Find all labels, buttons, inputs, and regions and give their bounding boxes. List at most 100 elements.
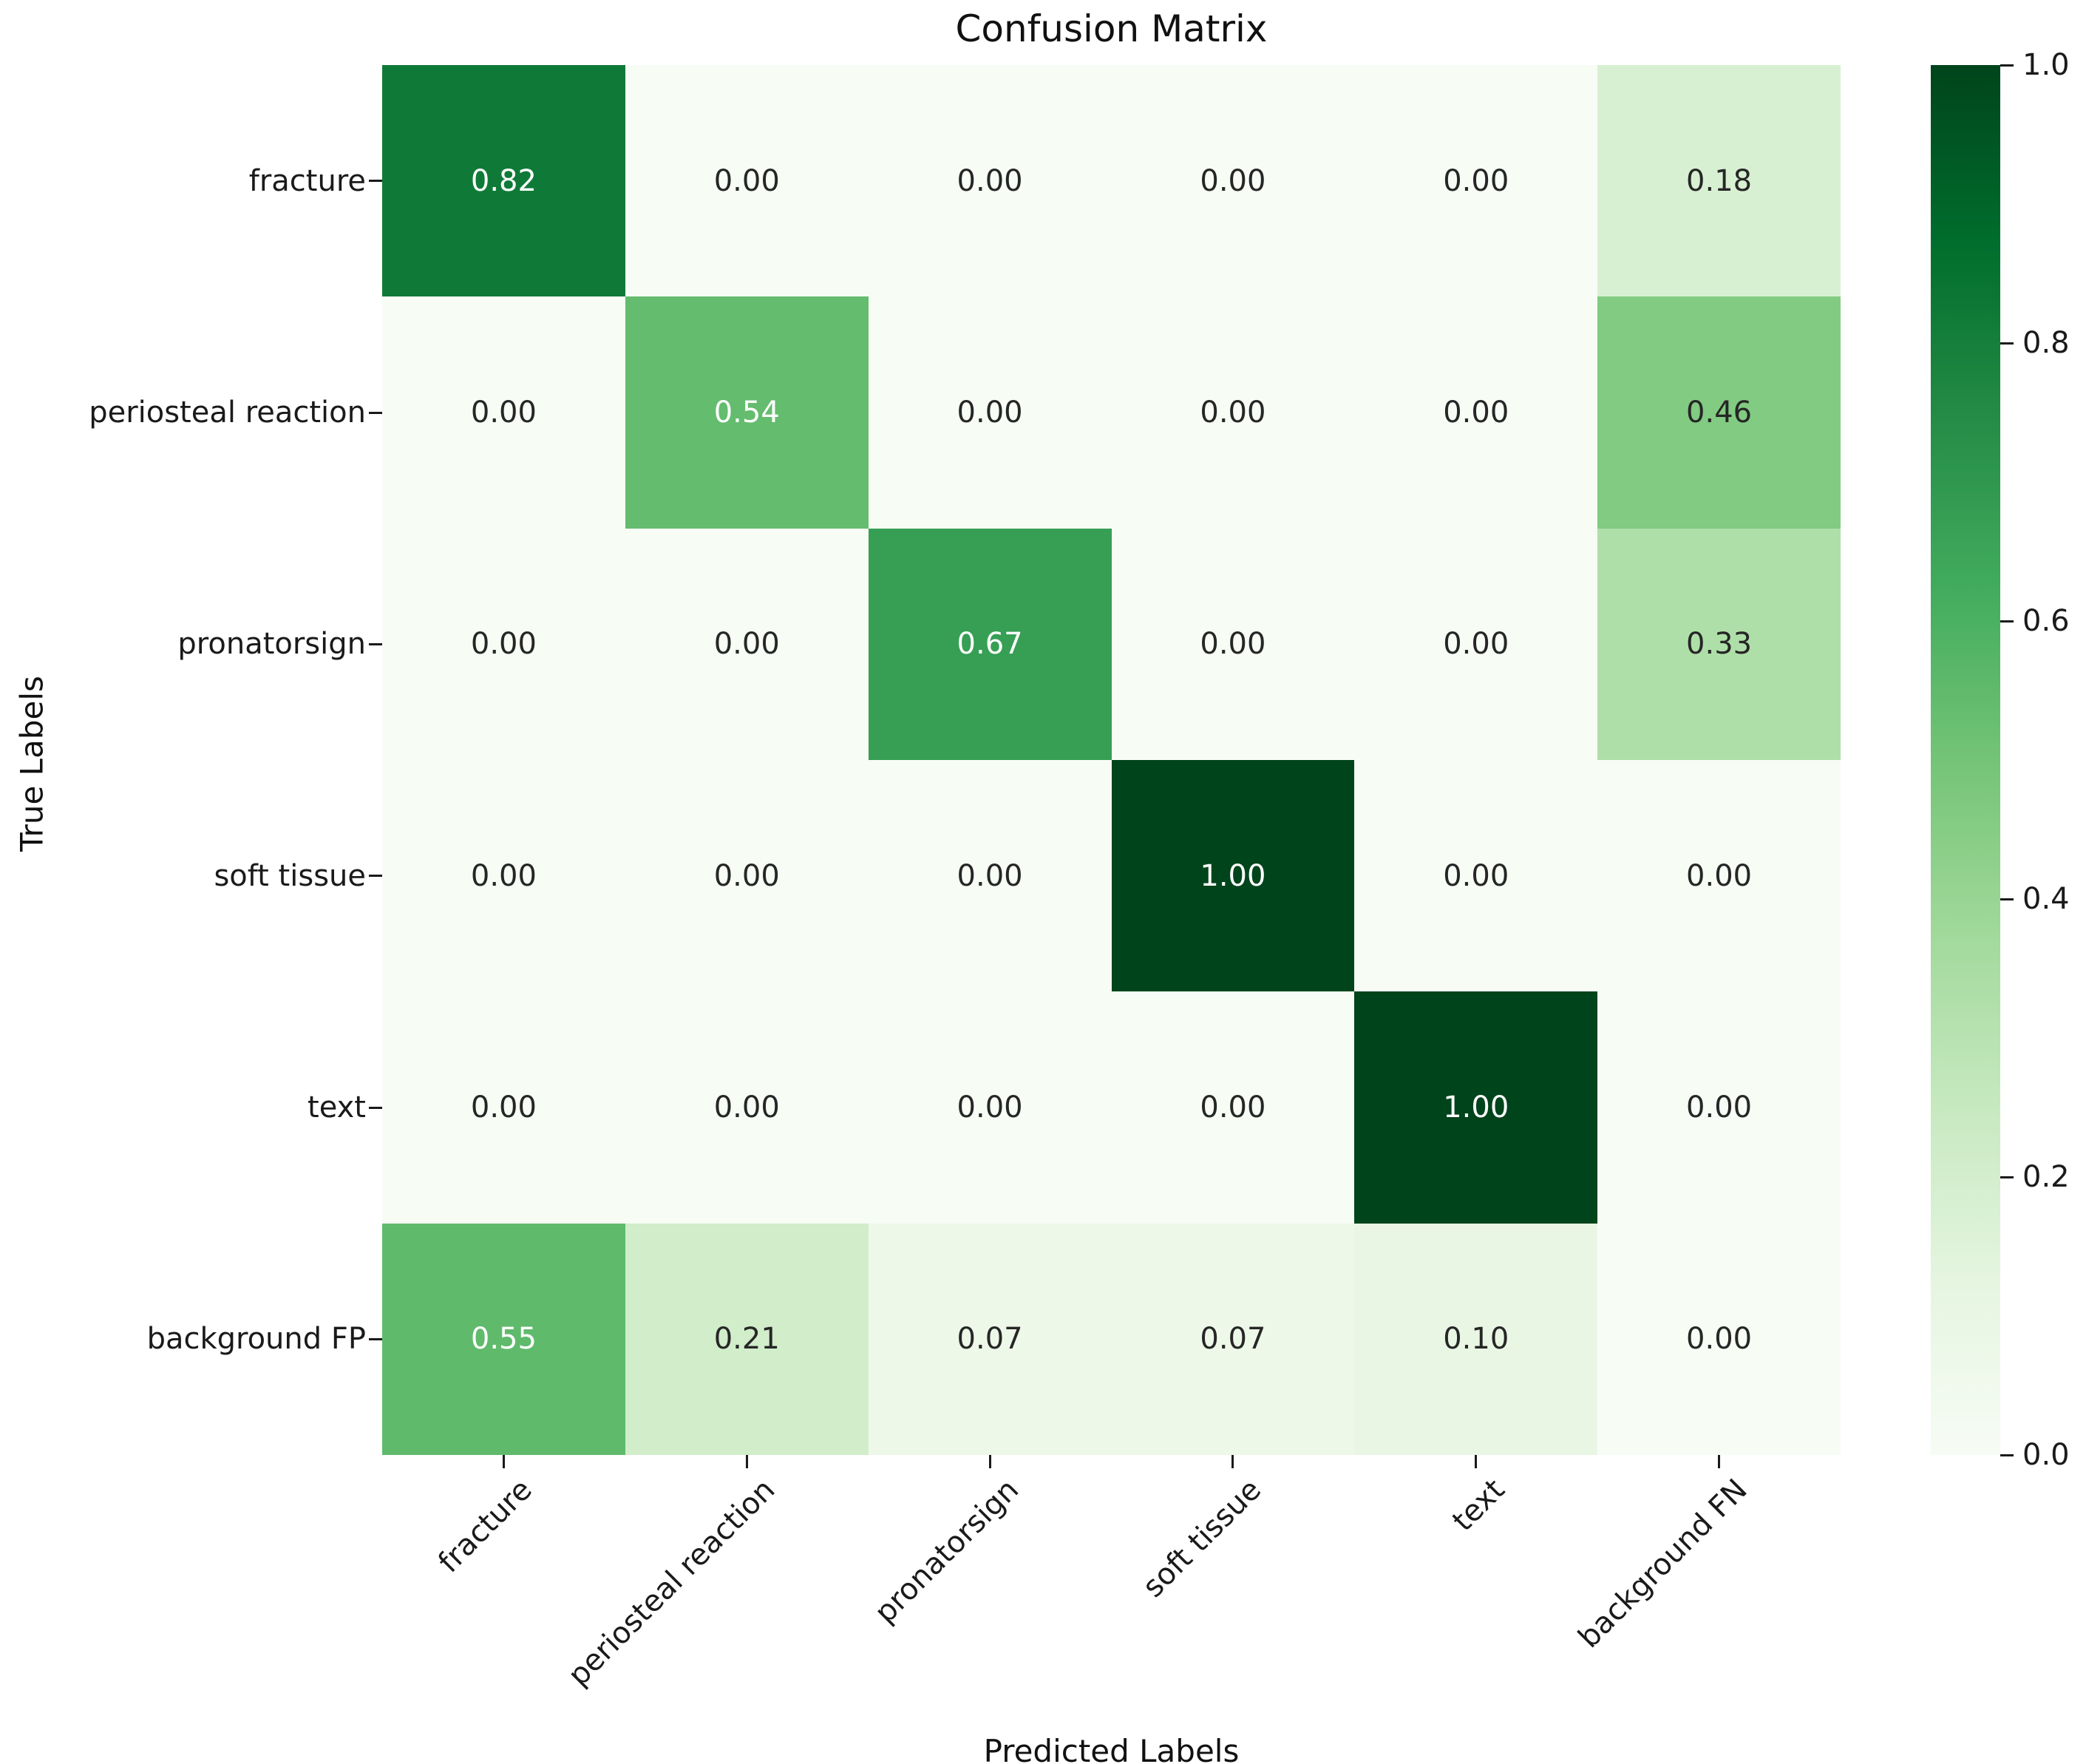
heatmap-cell: 0.00 [1597,991,1841,1224]
cell-value: 0.00 [1443,395,1509,430]
x-axis-title: Predicted Labels [983,1733,1240,1764]
heatmap-cell: 0.00 [1354,65,1598,297]
x-tick-label: background FN [1572,1473,1755,1655]
heatmap-cell: 0.07 [1111,1223,1355,1455]
cell-value: 0.10 [1443,1322,1509,1357]
heatmap-cell: 0.00 [868,65,1112,297]
x-tick-mark [745,1455,748,1468]
cell-value: 0.00 [1686,858,1753,893]
x-tick-mark [1231,1455,1234,1468]
cell-value: 0.00 [713,627,780,662]
chart-title: Confusion Matrix [955,7,1268,50]
heatmap-cell: 0.00 [1111,65,1355,297]
x-tick-label: text [1445,1473,1512,1539]
cell-value: 0.82 [470,163,537,198]
cell-value: 0.00 [470,858,537,893]
heatmap-cell: 0.67 [868,528,1112,760]
cell-value: 0.00 [957,163,1023,198]
heatmap-cell: 0.00 [382,760,625,992]
cell-value: 0.00 [713,1090,780,1124]
heatmap-cell: 0.00 [868,991,1112,1224]
colorbar-tick-mark [2000,64,2014,67]
cell-value: 0.18 [1686,163,1753,198]
heatmap-cell: 0.00 [625,65,869,297]
heatmap-cell: 0.00 [1111,296,1355,529]
heatmap-grid: 0.82 0.00 0.00 0.00 0.00 0.18 0.00 0.54 0.00 0.00… [382,65,1841,1455]
heatmap-cell: 0.00 [625,991,869,1224]
y-tick-mark [369,642,382,645]
colorbar-tick-label: 0.6 [2022,604,2070,638]
y-tick-label: periosteal reaction [89,396,366,430]
heatmap-cell: 0.10 [1354,1223,1598,1455]
y-tick-label: text [308,1090,366,1124]
cell-value: 1.00 [1443,1090,1509,1124]
heatmap-cell: 0.00 [382,991,625,1224]
cell-value: 0.00 [1686,1090,1753,1124]
x-tick-mark [502,1455,505,1468]
heatmap-cell: 0.55 [382,1223,625,1455]
heatmap-cell: 0.00 [1597,760,1841,992]
y-tick-mark [369,1337,382,1340]
heatmap-cell: 0.07 [868,1223,1112,1455]
x-tick-label: fracture [432,1473,539,1580]
colorbar-tick-mark [2000,898,2014,900]
y-tick-mark [369,875,382,878]
x-tick-mark [1475,1455,1478,1468]
heatmap-cell: 0.54 [625,296,869,529]
heatmap-cell: 0.00 [868,296,1112,529]
colorbar-tick-label: 0.4 [2022,882,2070,916]
colorbar-tick-mark [2000,342,2014,345]
colorbar-tick-mark [2000,620,2014,623]
heatmap-cell: 0.00 [1111,991,1355,1224]
y-tick-mark [369,411,382,414]
heatmap-cell: 0.00 [1354,528,1598,760]
heatmap-cell: 0.00 [1111,528,1355,760]
x-tick-label: soft tissue [1136,1473,1268,1604]
cell-value: 0.00 [1443,163,1509,198]
heatmap-cell: 0.00 [1354,760,1598,992]
cell-value: 0.07 [957,1322,1023,1357]
cell-value: 0.54 [713,395,780,430]
y-tick-label: fracture [248,163,366,198]
cell-value: 0.33 [1686,627,1753,662]
heatmap-cell: 0.00 [1597,1223,1841,1455]
heatmap-cell: 1.00 [1354,991,1598,1224]
heatmap-cell: 0.00 [625,760,869,992]
colorbar-tick-mark [2000,1176,2014,1178]
cell-value: 0.00 [470,627,537,662]
cell-value: 0.46 [1686,395,1753,430]
cell-value: 0.21 [713,1322,780,1357]
cell-value: 0.00 [713,858,780,893]
cell-value: 0.00 [1200,163,1266,198]
cell-value: 0.00 [1200,395,1266,430]
y-tick-mark [369,1106,382,1109]
cell-value: 0.00 [1200,627,1266,662]
heatmap-cell: 0.33 [1597,528,1841,760]
heatmap-cell: 0.18 [1597,65,1841,297]
cell-value: 0.67 [957,627,1023,662]
cell-value: 0.00 [1443,627,1509,662]
heatmap-cell: 0.46 [1597,296,1841,529]
x-tick-mark [988,1455,991,1468]
y-tick-label: pronatorsign [177,627,366,662]
cell-value: 0.07 [1200,1322,1266,1357]
heatmap-cell: 1.00 [1111,760,1355,992]
cell-value: 0.00 [470,1090,537,1124]
colorbar-tick-mark [2000,1453,2014,1456]
cell-value: 0.00 [1686,1322,1753,1357]
heatmap-cell: 0.21 [625,1223,869,1455]
cell-value: 0.00 [713,163,780,198]
heatmap-cell: 0.00 [382,528,625,760]
colorbar-tick-label: 0.2 [2022,1160,2070,1194]
cell-value: 1.00 [1200,858,1266,893]
y-tick-mark [369,180,382,183]
x-tick-label: pronatorsign [868,1473,1025,1630]
colorbar-tick-label: 0.8 [2022,326,2070,360]
colorbar-tick-label: 1.0 [2022,48,2070,82]
cell-value: 0.00 [957,858,1023,893]
heatmap-cell: 0.00 [868,760,1112,992]
y-tick-label: background FP [146,1322,366,1357]
colorbar-gradient [1931,65,2000,1455]
cell-value: 0.00 [1443,858,1509,893]
